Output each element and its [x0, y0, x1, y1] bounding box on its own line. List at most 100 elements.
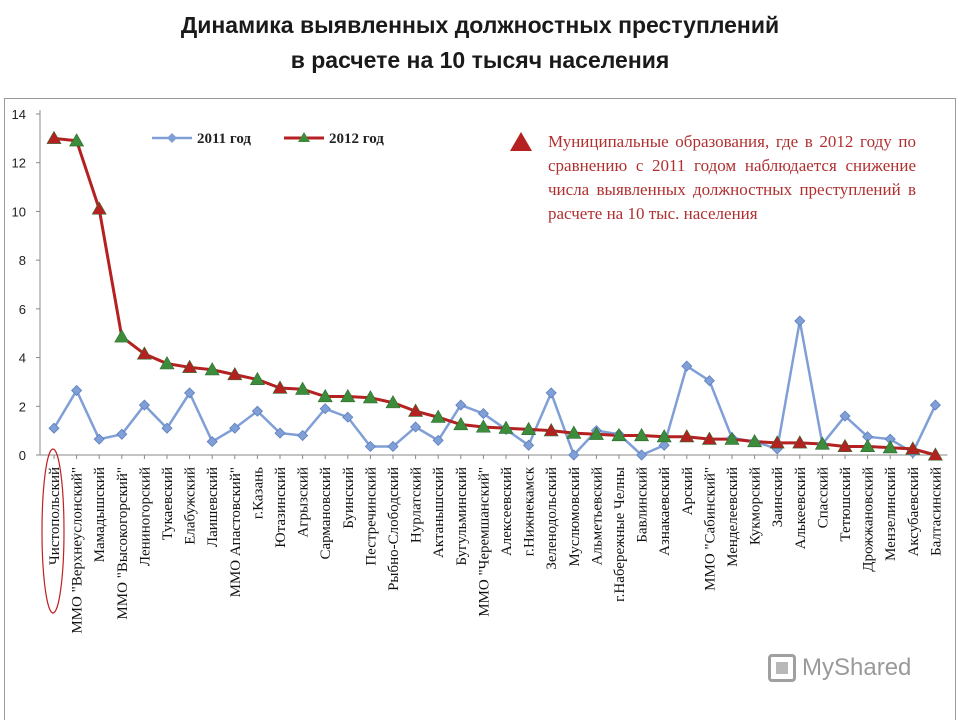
x-tick-label: ММО "Сабинский"	[702, 467, 718, 591]
series-2012-point	[860, 438, 876, 453]
series-2011-point	[319, 403, 331, 415]
series-2012-point	[656, 429, 672, 443]
series-2012-point	[317, 388, 333, 403]
x-tick-label: Лениногорский	[137, 467, 153, 566]
x-tick-label: г.Нижнекамск	[522, 466, 538, 556]
x-tick-label: Альметьевский	[589, 467, 605, 565]
x-tick-label: Бавлинский	[635, 467, 651, 543]
x-tick-label: Елабужский	[183, 467, 199, 545]
series-2011-point	[568, 449, 580, 461]
x-tick-label: Ютазинский	[273, 467, 289, 548]
chart-frame	[4, 98, 956, 720]
series-2012-line	[53, 136, 936, 457]
series-2011-point	[681, 360, 693, 372]
title-line-2: в расчете на 10 тысяч населения	[290, 47, 670, 73]
legend-2012-marker	[298, 132, 310, 142]
series-2012-point	[362, 390, 378, 404]
series-2012-point	[724, 431, 740, 445]
series-2011-line	[52, 320, 937, 458]
series-2012-point	[408, 403, 424, 417]
x-tick-label: Зеленодольский	[544, 467, 560, 570]
series-2012-point	[588, 426, 604, 440]
y-tick-label: 8	[19, 253, 26, 268]
series-2011-point	[658, 439, 670, 451]
series-2012-point	[295, 381, 311, 395]
series-2012-point	[385, 395, 401, 409]
series-2012-point	[543, 423, 559, 437]
series-2012-point	[159, 356, 175, 370]
x-tick-label: Балтасинский	[928, 467, 944, 556]
series-2012-point	[814, 436, 830, 450]
x-tick-label: Алексеевский	[499, 467, 515, 556]
series-2012-point	[453, 416, 469, 431]
series-2012-point	[566, 425, 582, 439]
legend-2011-marker	[167, 133, 177, 143]
x-tick-label: Буинский	[341, 467, 357, 529]
y-tick-label: 6	[19, 302, 26, 317]
x-tick-label: г.Казань	[250, 467, 266, 519]
x-tick-label: ММО "Высокогорский"	[115, 467, 131, 620]
x-tick-label: Мензелинский	[883, 467, 899, 561]
series-2011-point	[206, 436, 218, 448]
page-title: Динамика выявленных должностных преступл…	[0, 8, 960, 78]
x-tick-label: Азнакаевский	[657, 467, 673, 556]
series-2012-point	[249, 371, 265, 386]
x-tick-label: Дрожжановский	[861, 467, 877, 572]
series-2011-point	[297, 429, 309, 442]
x-tick-label: ММО "Верхнеуслонский"	[70, 467, 86, 634]
x-tick-label: Сармановский	[318, 467, 334, 560]
series-2011-point	[794, 315, 806, 327]
note-triangle-icon	[510, 132, 532, 151]
series-2011-point	[161, 422, 173, 434]
series-2012-point	[475, 419, 491, 433]
series-2012-point	[521, 421, 537, 435]
x-tick-label: Тетюшский	[838, 467, 854, 542]
series-2012-point	[611, 427, 627, 442]
x-tick-label: Лаишевский	[205, 467, 221, 547]
series-2012-point	[498, 420, 514, 434]
series-2011-point	[432, 434, 444, 446]
legend-2011-label: 2011 год	[197, 131, 251, 147]
myshared-logo-icon	[768, 654, 796, 682]
x-tick-label: Чистопольский	[47, 467, 63, 565]
y-tick-label: 12	[12, 156, 26, 171]
x-tick-label: Пестречинский	[363, 467, 379, 566]
series-2011-point	[274, 427, 286, 439]
series-2011-point	[364, 440, 376, 453]
x-tick-label: Арский	[680, 467, 696, 515]
x-tick-label: ММО "Черемшанский"	[476, 467, 492, 617]
x-tick-label: Спасский	[815, 467, 831, 528]
x-tick-label: Алькеевский	[793, 467, 809, 549]
series-2011-point	[545, 387, 557, 399]
y-tick-label: 10	[12, 204, 26, 219]
series-2012-point	[679, 429, 695, 443]
title-line-1: Динамика выявленных должностных преступл…	[180, 12, 780, 38]
series-2011-point	[839, 410, 851, 422]
x-tick-label: Бугульминский	[454, 467, 470, 566]
series-2012-point	[792, 435, 808, 449]
series-2012-point	[272, 380, 288, 394]
series-2012-point	[837, 438, 853, 453]
series-2011-point	[251, 405, 263, 417]
series-2012-point	[227, 367, 243, 381]
series-2011-point	[48, 422, 60, 434]
series-2011-point	[477, 408, 489, 420]
chart-annotation: Муниципальные образования, где в 2012 го…	[548, 132, 916, 223]
series-2012-point	[634, 427, 650, 442]
x-tick-label: Рыбно-Слободский	[386, 467, 402, 591]
series-2012-point	[769, 435, 785, 449]
series-2012-point	[747, 433, 763, 448]
legend-2012-label: 2012 год	[329, 131, 384, 147]
y-tick-label: 0	[19, 448, 26, 463]
series-2011-point	[636, 449, 648, 461]
series-2011-point	[138, 399, 150, 411]
series-2012-point	[340, 388, 356, 403]
series-2011-point	[342, 411, 354, 423]
x-tick-label: Нурлатский	[409, 467, 425, 543]
x-tick-label: г.Набережные Челны	[612, 467, 628, 602]
x-tick-label: Менделеевский	[725, 467, 741, 567]
series-2012-point	[430, 409, 446, 423]
series-2011-point	[116, 428, 128, 440]
series-2012-point	[182, 359, 198, 373]
